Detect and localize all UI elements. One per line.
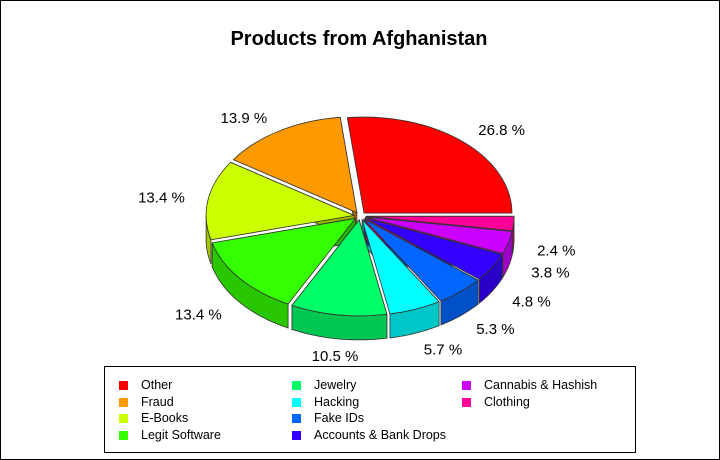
legend-label: Jewelry [314,378,357,392]
slice-label-cannabis-and-hashish: 3.8 % [531,265,569,282]
legend-label: Clothing [484,394,530,409]
slice-label-e-books: 13.4 % [138,189,185,206]
legend-swatch [119,381,128,390]
legend-swatch [119,430,128,440]
legend-swatch [292,414,301,423]
slice-label-legit-software: 13.4 % [175,306,222,323]
slice-legit-software [211,217,357,305]
legend-swatch [292,430,301,440]
legend-label: Accounts & Bank Drops [314,427,447,442]
legend-label: Fake IDs [314,411,365,425]
slice-other [346,116,513,214]
legend-label: Other [141,378,173,392]
slice-label-clothing: 2.4 % [537,243,575,260]
slice-hacking [361,219,440,315]
slice-cannabis-and-hashish [365,216,513,254]
legend-label: Legit Software [141,427,221,442]
slice-jewelry [291,219,388,317]
legend-swatch [462,397,471,407]
slice-label-fraud: 13.9 % [220,110,267,127]
slice-accounts-and-bank-drops [364,217,503,280]
legend-swatch [462,381,471,390]
slice-clothing [365,215,515,232]
slice-label-accounts-and-bank-drops: 4.8 % [512,293,550,310]
slice-label-jewelry: 10.5 % [312,348,359,365]
slice-label-hacking: 5.7 % [424,342,462,359]
chart-title: Products from Afghanistan [230,28,488,50]
legend-swatch [292,397,301,407]
slice-fraud [232,116,358,214]
chart-legend: Other Fraud E-Books Legit Software Jewelry Ha… [104,366,636,453]
legend-label: Cannabis & Hashish [484,378,598,392]
legend-label: Hacking [314,394,360,409]
slice-label-fake-ids: 5.3 % [476,321,514,338]
slice-label-other: 26.8 % [478,122,525,139]
slice-e-books [205,161,356,241]
legend-label: E-Books [141,411,189,425]
slice-fake-ids [363,218,479,302]
legend-swatch [119,414,128,423]
legend-swatch [119,397,128,407]
legend-swatch [292,381,301,390]
legend-label: Fraud [141,394,174,409]
